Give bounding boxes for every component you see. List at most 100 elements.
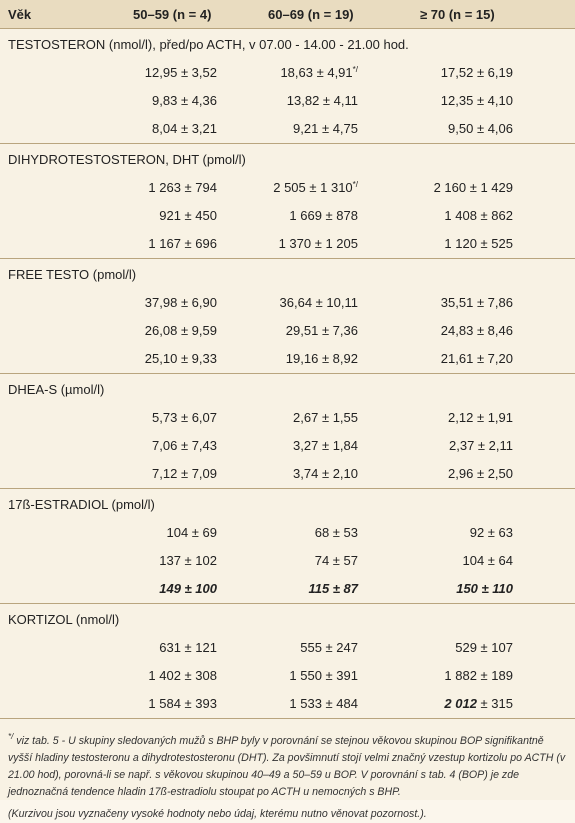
value-cell: 137 ± 102 xyxy=(159,553,217,568)
header-cell: Věk xyxy=(8,7,32,22)
footnote-mark: */ xyxy=(352,180,358,189)
value-cell: 2 160 ± 1 429 xyxy=(433,180,513,195)
data-row: 1 263 ± 794 2 505 ± 1 310*/ 2 160 ± 1 429 xyxy=(0,174,575,202)
value-cell: 92 ± 63 xyxy=(469,525,513,540)
value-cell: 5,73 ± 6,07 xyxy=(152,410,217,425)
value-cell: 19,16 ± 8,92 xyxy=(285,351,358,366)
value-cell: 12,35 ± 4,10 xyxy=(440,93,513,108)
value-text: 2 505 ± 1 310 xyxy=(273,180,353,195)
value-cell: 1 408 ± 862 xyxy=(444,208,513,223)
header-cell: 60–69 (n = 19) xyxy=(268,7,354,22)
section: KORTIZOL (nmol/l) 631 ± 121 555 ± 247 529 ±… xyxy=(0,603,575,718)
value-cell: 9,50 ± 4,06 xyxy=(448,121,513,136)
section-title: TESTOSTERON (nmol/l), před/po ACTH, v 07… xyxy=(8,37,409,52)
value-cell: 1 533 ± 484 xyxy=(289,696,358,711)
value-cell: 37,98 ± 6,90 xyxy=(144,295,217,310)
value-cell: 9,21 ± 4,75 xyxy=(293,121,358,136)
value-cell: 2,37 ± 2,11 xyxy=(449,438,513,453)
value-cell: 26,08 ± 9,59 xyxy=(144,323,217,338)
value-cell: 115 ± 87 xyxy=(308,581,358,596)
value-cell: 1 550 ± 391 xyxy=(289,668,358,683)
section: FREE TESTO (pmol/l) 37,98 ± 6,90 36,64 ± 1… xyxy=(0,258,575,373)
section: 17ß-ESTRADIOL (pmol/l) 104 ± 69 68 ± 53 92 … xyxy=(0,488,575,603)
data-row: 8,04 ± 3,21 9,21 ± 4,75 9,50 ± 4,06 xyxy=(0,115,575,143)
data-row: 137 ± 102 74 ± 57 104 ± 64 xyxy=(0,547,575,575)
data-row: 12,95 ± 3,52 18,63 ± 4,91*/ 17,52 ± 6,19 xyxy=(0,59,575,87)
section-title: 17ß-ESTRADIOL (pmol/l) xyxy=(8,497,155,512)
value-cell: 25,10 ± 9,33 xyxy=(144,351,217,366)
value-cell: 2,12 ± 1,91 xyxy=(448,410,513,425)
value-cell: 13,82 ± 4,11 xyxy=(286,93,358,108)
value-cell: 3,74 ± 2,10 xyxy=(293,466,358,481)
value-cell: 1 263 ± 794 xyxy=(148,180,217,195)
footnote: */ viz tab. 5 - U skupiny sledovaných mu… xyxy=(0,718,575,823)
value-cell: 18,63 ± 4,91*/ xyxy=(280,65,358,80)
value-cell: 8,04 ± 3,21 xyxy=(152,121,217,136)
data-row: 1 167 ± 696 1 370 ± 1 205 1 120 ± 525 xyxy=(0,230,575,258)
emphasized-value: 149 ± 100 xyxy=(159,581,217,596)
value-cell: 1 402 ± 308 xyxy=(148,668,217,683)
value-cell: 149 ± 100 xyxy=(159,581,217,596)
section-title: KORTIZOL (nmol/l) xyxy=(8,612,120,627)
value-cell: 1 669 ± 878 xyxy=(289,208,358,223)
value-cell: 1 882 ± 189 xyxy=(444,668,513,683)
table-body: TESTOSTERON (nmol/l), před/po ACTH, v 07… xyxy=(0,28,575,718)
section-title: DIHYDROTESTOSTERON, DHT (pmol/l) xyxy=(8,152,246,167)
footnote-text: */ viz tab. 5 - U skupiny sledovaných mu… xyxy=(8,728,567,801)
emphasized-value: 2 012 xyxy=(444,696,477,711)
data-row: 149 ± 100 115 ± 87 150 ± 110 xyxy=(0,575,575,603)
footnote-note: (Kurzivou jsou vyznačeny vysoké hodnoty … xyxy=(8,808,427,820)
footnote-body: viz tab. 5 - U skupiny sledovaných mužů … xyxy=(8,735,566,798)
value-cell: 555 ± 247 xyxy=(300,640,358,655)
value-cell: 529 ± 107 xyxy=(455,640,513,655)
footnote-mark: */ xyxy=(352,65,358,74)
value-cell: 2,96 ± 2,50 xyxy=(448,466,513,481)
value-cell: 17,52 ± 6,19 xyxy=(440,65,513,80)
emphasized-value: 115 ± 87 xyxy=(308,581,358,596)
value-cell: 1 120 ± 525 xyxy=(444,236,513,251)
data-row: 26,08 ± 9,59 29,51 ± 7,36 24,83 ± 8,46 xyxy=(0,317,575,345)
header-cell: 50–59 (n = 4) xyxy=(133,7,212,22)
value-cell: 9,83 ± 4,36 xyxy=(152,93,217,108)
data-row: 7,12 ± 7,09 3,74 ± 2,10 2,96 ± 2,50 xyxy=(0,460,575,488)
value-cell: 150 ± 110 xyxy=(456,581,513,596)
value-cell: 24,83 ± 8,46 xyxy=(440,323,513,338)
value-cell: 3,27 ± 1,84 xyxy=(293,438,358,453)
section: DIHYDROTESTOSTERON, DHT (pmol/l) 1 263 ± … xyxy=(0,143,575,258)
data-row: 25,10 ± 9,33 19,16 ± 8,92 21,61 ± 7,20 xyxy=(0,345,575,373)
data-row: 104 ± 69 68 ± 53 92 ± 63 xyxy=(0,519,575,547)
data-row: 37,98 ± 6,90 36,64 ± 10,11 35,51 ± 7,86 xyxy=(0,289,575,317)
section: TESTOSTERON (nmol/l), před/po ACTH, v 07… xyxy=(0,28,575,143)
value-cell: 35,51 ± 7,86 xyxy=(440,295,513,310)
value-cell: 68 ± 53 xyxy=(314,525,358,540)
data-row: 631 ± 121 555 ± 247 529 ± 107 xyxy=(0,634,575,662)
value-cell: 7,06 ± 7,43 xyxy=(152,438,217,453)
value-text: 18,63 ± 4,91 xyxy=(280,65,353,80)
section-title: DHEA-S (µmol/l) xyxy=(8,382,105,397)
footnote-mark: */ xyxy=(8,732,14,741)
value-cell: 1 370 ± 1 205 xyxy=(278,236,358,251)
data-row: 1 402 ± 308 1 550 ± 391 1 882 ± 189 xyxy=(0,662,575,690)
data-row: 7,06 ± 7,43 3,27 ± 1,84 2,37 ± 2,11 xyxy=(0,432,575,460)
value-cell: 7,12 ± 7,09 xyxy=(152,466,217,481)
value-cell: 21,61 ± 7,20 xyxy=(440,351,513,366)
header-cell: ≥ 70 (n = 15) xyxy=(420,7,495,22)
section-title: FREE TESTO (pmol/l) xyxy=(8,267,137,282)
section: DHEA-S (µmol/l) 5,73 ± 6,07 2,67 ± 1,55 2,1… xyxy=(0,373,575,488)
value-cell: 104 ± 69 xyxy=(166,525,217,540)
value-cell: 2,67 ± 1,55 xyxy=(293,410,358,425)
data-row: 921 ± 450 1 669 ± 878 1 408 ± 862 xyxy=(0,202,575,230)
value-cell: 36,64 ± 10,11 xyxy=(279,295,358,310)
value-text: ± 315 xyxy=(476,696,513,711)
value-cell: 2 012 ± 315 xyxy=(444,696,513,711)
data-row: 5,73 ± 6,07 2,67 ± 1,55 2,12 ± 1,91 xyxy=(0,404,575,432)
value-cell: 74 ± 57 xyxy=(314,553,358,568)
data-row: 9,83 ± 4,36 13,82 ± 4,11 12,35 ± 4,10 xyxy=(0,87,575,115)
value-cell: 631 ± 121 xyxy=(159,640,217,655)
value-cell: 12,95 ± 3,52 xyxy=(144,65,217,80)
value-cell: 29,51 ± 7,36 xyxy=(285,323,358,338)
value-cell: 104 ± 64 xyxy=(462,553,513,568)
data-row: 1 584 ± 393 1 533 ± 484 2 012 ± 315 xyxy=(0,690,575,718)
emphasized-value: 150 ± 110 xyxy=(456,581,513,596)
